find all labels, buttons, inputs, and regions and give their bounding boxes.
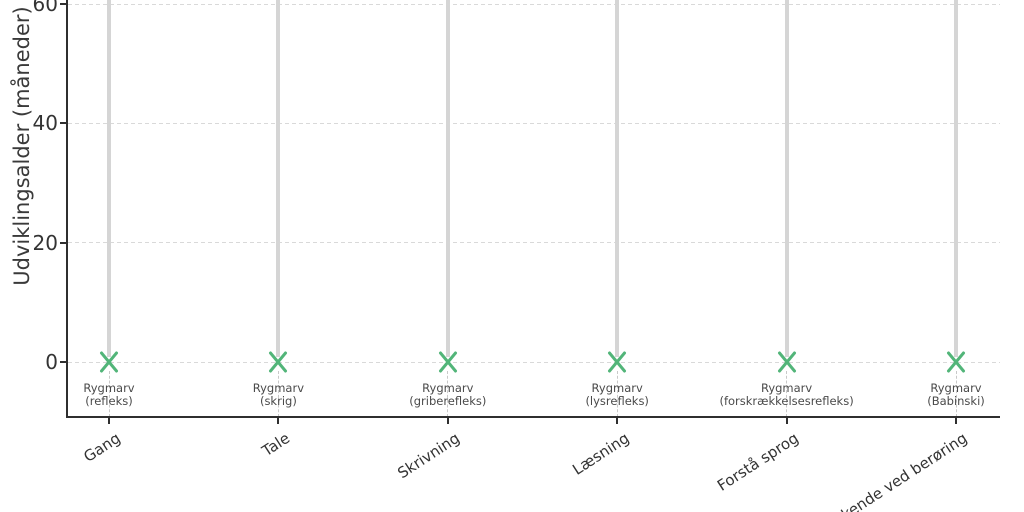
x-category-label: Gang [80,429,124,466]
point-annotation-line1: Rygmarv [760,381,813,395]
y-tick-label: 60 [32,0,58,16]
point-annotation: Rygmarv (lysrefleks) [507,382,727,408]
point-annotation-line1: Rygmarv [591,381,643,395]
point-annotation-line1: Rygmarv [83,381,135,395]
point-annotation-line1: Rygmarv [252,381,305,395]
point-annotation-line2: (forskrækkelsesrefleks) [719,394,854,408]
x-category-label: Læsning [568,429,633,479]
x-tick-mark [955,417,957,424]
y-gridline [68,122,1000,124]
point-annotation-line2: (lysrefleks) [585,394,649,408]
point-annotation: Rygmarv (Babinski) [846,382,1024,408]
y-tick-label: 20 [32,230,58,255]
x-tick-mark [785,417,788,424]
point-annotation: Rygmarv (refleks) [0,382,219,408]
y-gridline [68,361,1000,363]
y-gridline [68,3,1000,5]
x-marker-icon [268,351,288,377]
point-annotation: Rygmarv (forskrækkelsesrefleks) [677,382,897,408]
point-annotation: Rygmarv (skrig) [168,382,388,408]
x-marker-icon [777,351,797,377]
x-marker-icon [607,351,627,377]
y-tick-label: 40 [32,111,58,136]
y-tick-mark [60,3,67,5]
y-tick-mark [60,122,67,125]
marker-to-axis-dashed-line [786,371,788,417]
point-annotation-line1: Rygmarv [422,381,474,395]
stem-line [784,0,789,357]
x-category-label: Genkende ved berøring [812,429,971,512]
point-annotation-line2: (skrig) [259,394,297,408]
marker-to-axis-dashed-line [616,371,618,417]
marker-to-axis-dashed-line [277,371,279,417]
x-marker-icon [946,351,966,377]
point-annotation: Rygmarv (griberefleks) [338,382,558,408]
marker-to-axis-dashed-line [447,371,449,417]
stem-line [276,0,281,357]
x-tick-mark [616,417,619,424]
stem-line [615,0,620,357]
y-gridline [68,242,1000,244]
y-tick-mark [60,241,67,244]
stem-line [954,0,958,357]
stem-line [445,0,450,357]
x-category-label: Tale [258,429,294,461]
point-annotation-line2: (refleks) [85,394,133,408]
stem-line [107,0,111,357]
x-category-label: Forstå sprog [713,429,802,495]
y-tick-label: 0 [45,350,58,374]
x-category-label: Skrivning [394,429,463,483]
x-marker-icon [438,351,458,377]
x-axis-line [66,416,1000,419]
x-tick-mark [446,417,449,424]
x-tick-mark [108,417,110,424]
x-tick-mark [277,417,280,424]
y-tick-mark [60,361,67,363]
y-axis-line [66,0,68,418]
x-marker-icon [99,351,119,377]
marker-to-axis-dashed-line [955,371,957,417]
point-annotation-line1: Rygmarv [930,381,982,395]
marker-to-axis-dashed-line [108,371,110,417]
point-annotation-line2: (griberefleks) [409,394,487,408]
y-axis-label: Udviklingsalder (måneder) [10,6,34,286]
point-annotation-line2: (Babinski) [927,394,985,408]
